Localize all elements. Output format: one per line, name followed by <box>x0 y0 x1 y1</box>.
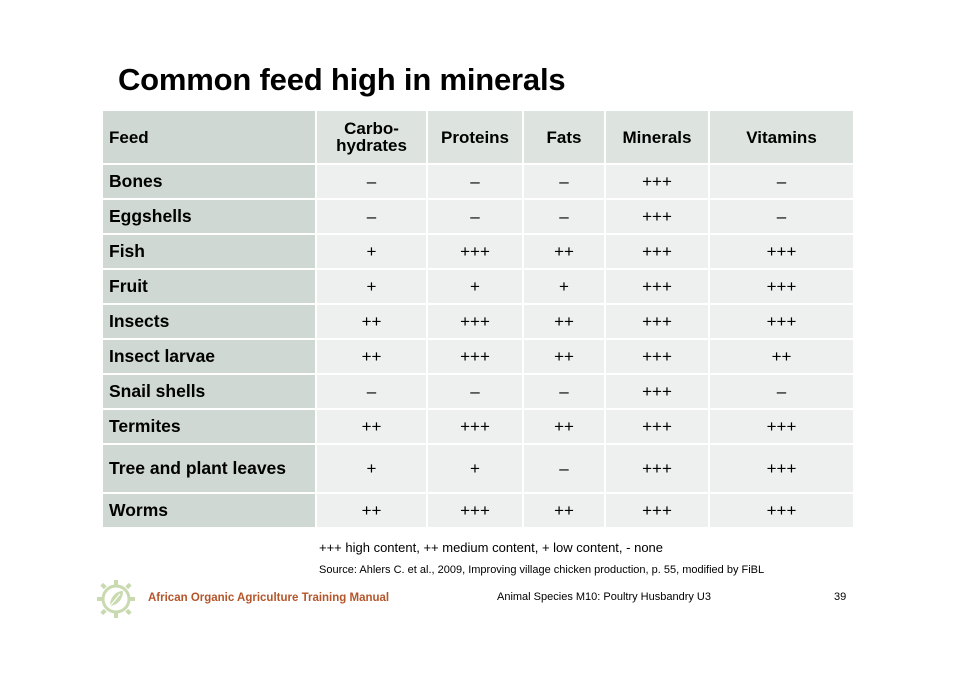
manual-title: African Organic Agriculture Training Man… <box>148 592 390 604</box>
table-body: Bones – – – +++ – Eggshells – – – +++ – Fish + +++ ++ ++… <box>103 165 853 527</box>
content-cell: +++ <box>710 445 853 492</box>
feed-name-cell: Bones <box>103 165 315 198</box>
content-cell: +++ <box>606 410 708 443</box>
content-cell: ++ <box>317 494 426 527</box>
content-cell: +++ <box>428 494 522 527</box>
content-cell: – <box>524 165 604 198</box>
content-cell: + <box>317 235 426 268</box>
content-cell: +++ <box>606 445 708 492</box>
content-cell: +++ <box>606 235 708 268</box>
feed-table: Feed Carbo- hydrates Proteins Fats Minerals V… <box>101 109 855 529</box>
legend-text: +++ high content, ++ medium content, + l… <box>319 540 664 555</box>
content-cell: ++ <box>317 410 426 443</box>
content-cell: ++ <box>710 340 853 373</box>
content-cell: +++ <box>710 270 853 303</box>
content-cell: ++ <box>524 494 604 527</box>
content-cell: ++ <box>317 305 426 338</box>
feed-name-cell: Snail shells <box>103 375 315 408</box>
content-cell: +++ <box>606 305 708 338</box>
feed-name-cell: Fruit <box>103 270 315 303</box>
content-cell: ++ <box>524 410 604 443</box>
content-cell: +++ <box>606 270 708 303</box>
content-cell: – <box>710 375 853 408</box>
content-cell: +++ <box>606 165 708 198</box>
content-cell: – <box>524 375 604 408</box>
content-cell: +++ <box>710 494 853 527</box>
content-cell: +++ <box>606 375 708 408</box>
column-header: Fats <box>524 111 604 163</box>
content-cell: +++ <box>606 200 708 233</box>
content-cell: +++ <box>710 410 853 443</box>
content-cell: + <box>317 445 426 492</box>
content-cell: +++ <box>606 340 708 373</box>
content-cell: +++ <box>428 235 522 268</box>
table-row: Snail shells – – – +++ – <box>103 375 853 408</box>
content-cell: – <box>524 445 604 492</box>
content-cell: +++ <box>606 494 708 527</box>
table-row: Fish + +++ ++ +++ +++ <box>103 235 853 268</box>
feed-name-cell: Worms <box>103 494 315 527</box>
table-row: Termites ++ +++ ++ +++ +++ <box>103 410 853 443</box>
content-cell: + <box>317 270 426 303</box>
content-cell: – <box>317 200 426 233</box>
content-cell: +++ <box>428 305 522 338</box>
content-cell: +++ <box>710 305 853 338</box>
column-header: Minerals <box>606 111 708 163</box>
table-row: Tree and plant leaves + + – +++ +++ <box>103 445 853 492</box>
content-cell: – <box>524 200 604 233</box>
table-header-row: Feed Carbo- hydrates Proteins Fats Minerals V… <box>103 111 853 163</box>
content-cell: – <box>317 165 426 198</box>
column-header: Proteins <box>428 111 522 163</box>
column-header: Carbo- hydrates <box>317 111 426 163</box>
feed-name-cell: Fish <box>103 235 315 268</box>
column-header: Feed <box>103 111 315 163</box>
leaf-logo-icon <box>97 580 135 618</box>
content-cell: – <box>317 375 426 408</box>
table-row: Worms ++ +++ ++ +++ +++ <box>103 494 853 527</box>
content-cell: – <box>428 165 522 198</box>
content-cell: + <box>428 270 522 303</box>
column-header: Vitamins <box>710 111 853 163</box>
table-row: Insect larvae ++ +++ ++ +++ ++ <box>103 340 853 373</box>
feed-name-cell: Tree and plant leaves <box>103 445 315 492</box>
table-row: Bones – – – +++ – <box>103 165 853 198</box>
feed-name-cell: Insects <box>103 305 315 338</box>
content-cell: – <box>710 200 853 233</box>
content-cell: +++ <box>428 340 522 373</box>
content-cell: +++ <box>710 235 853 268</box>
table-row: Insects ++ +++ ++ +++ +++ <box>103 305 853 338</box>
content-cell: ++ <box>317 340 426 373</box>
content-cell: – <box>428 375 522 408</box>
content-cell: – <box>710 165 853 198</box>
source-text: Source: Ahlers C. et al., 2009, Improvin… <box>319 564 765 576</box>
feed-name-cell: Termites <box>103 410 315 443</box>
content-cell: – <box>428 200 522 233</box>
page-title: Common feed high in minerals <box>118 62 566 97</box>
table-row: Eggshells – – – +++ – <box>103 200 853 233</box>
table-row: Fruit + + + +++ +++ <box>103 270 853 303</box>
content-cell: ++ <box>524 305 604 338</box>
content-cell: +++ <box>428 410 522 443</box>
content-cell: + <box>524 270 604 303</box>
feed-name-cell: Insect larvae <box>103 340 315 373</box>
content-cell: ++ <box>524 340 604 373</box>
content-cell: ++ <box>524 235 604 268</box>
feed-name-cell: Eggshells <box>103 200 315 233</box>
module-title: Animal Species M10: Poultry Husbandry U3 <box>497 591 711 603</box>
page-number: 39 <box>834 591 847 603</box>
content-cell: + <box>428 445 522 492</box>
